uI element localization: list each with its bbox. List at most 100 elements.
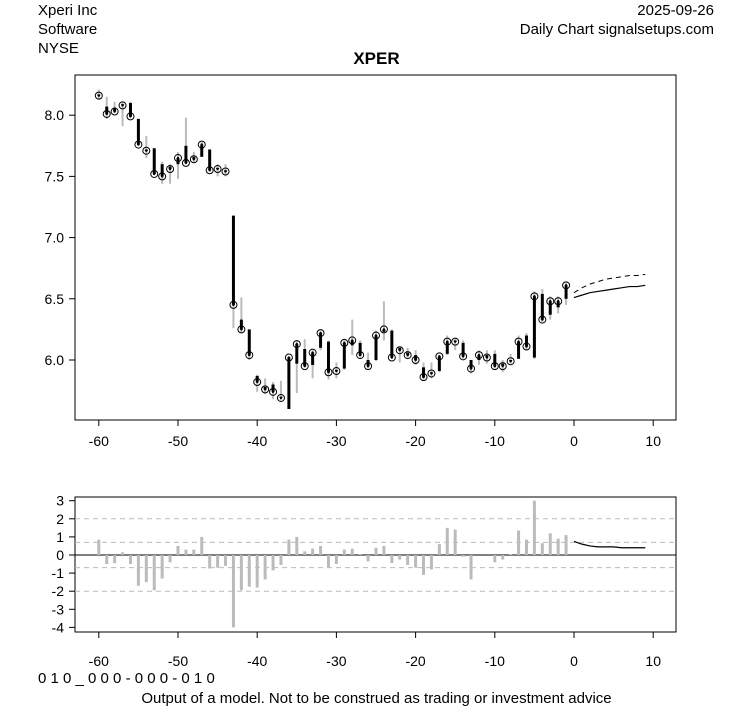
close-dot [398, 349, 401, 352]
close-dot [430, 372, 433, 375]
close-dot [382, 328, 386, 331]
close-marker [213, 165, 222, 174]
close-dot [240, 328, 243, 331]
close-marker [102, 109, 111, 118]
model-code: 0 1 0 _ 0 0 0 - 0 0 0 - 0 1 0 [38, 670, 215, 687]
close-marker [316, 329, 325, 338]
x-tick-label: -30 [326, 653, 346, 669]
close-dot [224, 170, 227, 173]
close-dot [366, 364, 370, 368]
close-dot [256, 380, 259, 384]
close-dot [97, 94, 101, 97]
x-tick-label: -20 [405, 653, 425, 669]
close-dot [335, 369, 338, 373]
close-marker [229, 300, 238, 309]
x-tick-label: -10 [485, 653, 505, 669]
close-marker [530, 292, 539, 301]
close-marker [419, 373, 428, 382]
x-tick-label: -50 [168, 653, 188, 669]
close-dot [216, 167, 219, 171]
close-marker [174, 154, 182, 163]
close-marker [411, 356, 420, 364]
close-dot [287, 356, 291, 359]
x-tick-label: -20 [405, 433, 425, 449]
y-tick-label: 7.0 [45, 230, 65, 246]
close-marker [284, 353, 293, 362]
close-dot [485, 356, 489, 359]
close-dot [232, 303, 235, 307]
close-marker [482, 353, 491, 362]
x-tick-label: -60 [89, 433, 109, 449]
close-marker [340, 338, 349, 347]
close-marker [134, 140, 143, 149]
indicator-plot-frame [74, 496, 677, 633]
close-dot [153, 172, 156, 176]
y-tick-label: 6.0 [45, 352, 65, 368]
chart-title: XPER [353, 49, 400, 68]
y-tick-label: 3 [56, 493, 64, 509]
close-marker [221, 167, 230, 176]
close-marker [205, 166, 214, 175]
close-marker [261, 385, 270, 394]
close-dot [477, 353, 481, 357]
close-marker [324, 368, 333, 377]
close-dot [295, 342, 298, 346]
x-tick-label: -40 [247, 653, 267, 669]
close-marker [118, 101, 127, 110]
chart-date: 2025-09-26 [637, 2, 714, 19]
close-dot [200, 143, 203, 146]
y-tick-label: 1 [56, 529, 64, 545]
forecast-upper-line [573, 273, 646, 294]
close-marker [372, 331, 380, 340]
close-dot [541, 318, 544, 321]
close-marker [379, 325, 388, 334]
close-dot [192, 158, 196, 161]
close-dot [469, 367, 473, 370]
close-dot [351, 339, 354, 342]
close-dot [374, 334, 378, 337]
close-dot [414, 358, 417, 362]
close-marker [276, 393, 285, 402]
main-plot-frame [74, 74, 677, 421]
x-tick-label: -40 [247, 433, 267, 449]
x-tick-label: 10 [645, 433, 661, 449]
close-dot [184, 161, 188, 165]
x-tick-label: -60 [89, 653, 109, 669]
close-marker [356, 351, 365, 360]
close-dot [501, 364, 504, 368]
close-marker [546, 297, 555, 306]
close-marker [514, 337, 523, 346]
close-marker [459, 352, 468, 361]
x-tick-label: -10 [485, 433, 505, 449]
close-marker [292, 340, 301, 349]
close-dot [319, 331, 322, 335]
close-marker [142, 146, 151, 155]
close-dot [525, 345, 528, 348]
close-dot [105, 112, 108, 116]
close-marker [245, 351, 254, 360]
close-marker [522, 342, 531, 351]
close-marker [166, 165, 175, 174]
y-tick-label: -3 [52, 601, 65, 617]
close-marker [562, 281, 571, 290]
y-tick-label: 0 [56, 547, 64, 563]
close-marker [181, 158, 190, 167]
close-dot [422, 375, 425, 379]
y-tick-label: -4 [52, 619, 65, 635]
close-dot [160, 175, 164, 178]
close-marker [332, 367, 341, 376]
x-tick-label: 0 [570, 653, 578, 669]
x-tick-label: 10 [645, 653, 661, 669]
close-marker [94, 91, 103, 100]
close-marker [150, 169, 159, 178]
close-dot [454, 340, 457, 343]
x-tick-label: -50 [168, 433, 188, 449]
close-marker [253, 378, 262, 387]
close-marker [506, 357, 515, 366]
close-marker [538, 315, 547, 324]
close-dot [461, 355, 465, 358]
close-dot [343, 341, 346, 345]
close-marker [269, 387, 278, 396]
close-marker [348, 336, 357, 345]
